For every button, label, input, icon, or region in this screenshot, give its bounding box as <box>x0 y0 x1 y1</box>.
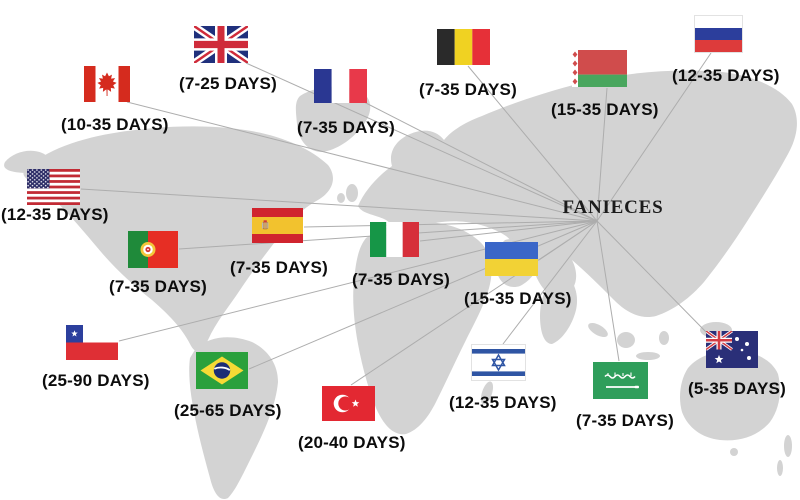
line-to-brazil <box>248 220 598 370</box>
chile-shipping-days-label: (25-90 DAYS) <box>42 371 150 390</box>
uk-flag-icon <box>194 26 248 63</box>
australia-shipping-days-label: (5-35 DAYS) <box>688 379 786 398</box>
line-to-russia <box>596 52 712 222</box>
continent-philippines <box>655 283 665 307</box>
canada-flag-icon <box>84 66 130 102</box>
line-to-belgium <box>467 65 598 222</box>
saudi-arabia-shipping-days-label: (7-35 DAYS) <box>576 411 674 430</box>
continent-ireland <box>337 193 345 203</box>
continent-india <box>540 270 578 344</box>
australia-flag-icon <box>706 331 758 368</box>
ukraine-shipping-days-label: (15-35 DAYS) <box>464 289 572 308</box>
continent-tasmania <box>730 448 738 456</box>
continent-north-america <box>23 126 333 352</box>
continent-new-zealand-south <box>777 460 783 476</box>
continent-africa <box>353 222 492 435</box>
uk-shipping-days-label: (7-25 DAYS) <box>179 74 277 93</box>
line-to-turkey <box>350 220 598 386</box>
line-to-spain <box>303 220 598 228</box>
line-to-canada <box>126 101 598 222</box>
line-to-saudi <box>596 220 620 362</box>
ukraine-flag-icon <box>485 242 538 276</box>
continent-sulawesi <box>659 331 669 345</box>
brazil-flag-icon <box>196 352 248 389</box>
portugal-flag-icon <box>128 231 178 268</box>
continent-sumatra <box>588 323 608 337</box>
line-to-australia <box>596 220 708 334</box>
israel-flag-icon <box>472 345 525 380</box>
line-to-uk <box>245 62 598 222</box>
israel-shipping-days-label: (12-35 DAYS) <box>449 393 557 412</box>
connector-lines <box>80 52 712 386</box>
continent-java <box>636 352 660 360</box>
continent-australia <box>680 350 780 441</box>
continent-japan-south <box>667 248 677 264</box>
continent-british-isles <box>346 184 358 202</box>
continent-borneo <box>617 332 635 348</box>
canada-shipping-days-label: (10-35 DAYS) <box>61 115 169 134</box>
portugal-shipping-days-label: (7-35 DAYS) <box>109 277 207 296</box>
usa-flag-icon <box>27 169 80 205</box>
usa-shipping-days-label: (12-35 DAYS) <box>1 205 109 224</box>
continent-madagascar <box>480 381 494 405</box>
belgium-flag-icon <box>437 29 490 65</box>
chile-flag-icon <box>66 325 118 360</box>
saudi-arabia-flag-icon <box>593 362 648 399</box>
belgium-shipping-days-label: (7-35 DAYS) <box>419 80 517 99</box>
turkey-shipping-days-label: (20-40 DAYS) <box>298 433 406 452</box>
france-flag-icon <box>314 69 367 103</box>
continent-new-zealand <box>784 435 792 457</box>
russia-shipping-days-label: (12-35 DAYS) <box>672 66 780 85</box>
line-to-france <box>361 100 598 222</box>
line-to-italy <box>419 220 598 242</box>
turkey-flag-icon <box>322 386 375 421</box>
france-shipping-days-label: (7-35 DAYS) <box>297 118 395 137</box>
spain-shipping-days-label: (7-35 DAYS) <box>230 258 328 277</box>
continent-japan <box>655 225 669 251</box>
belarus-shipping-days-label: (15-35 DAYS) <box>551 100 659 119</box>
line-to-chile <box>118 220 598 342</box>
belarus-flag-icon <box>572 50 627 87</box>
brazil-shipping-days-label: (25-65 DAYS) <box>174 401 282 420</box>
russia-flag-icon <box>695 16 742 52</box>
line-to-belarus <box>596 87 608 222</box>
line-to-israel <box>502 220 598 345</box>
line-to-usa <box>80 188 598 222</box>
italy-shipping-days-label: (7-35 DAYS) <box>352 270 450 289</box>
continent-eurasia <box>358 70 797 318</box>
brand-label: FANIECES <box>562 197 664 218</box>
spain-flag-icon <box>252 208 303 243</box>
italy-flag-icon <box>370 222 419 257</box>
